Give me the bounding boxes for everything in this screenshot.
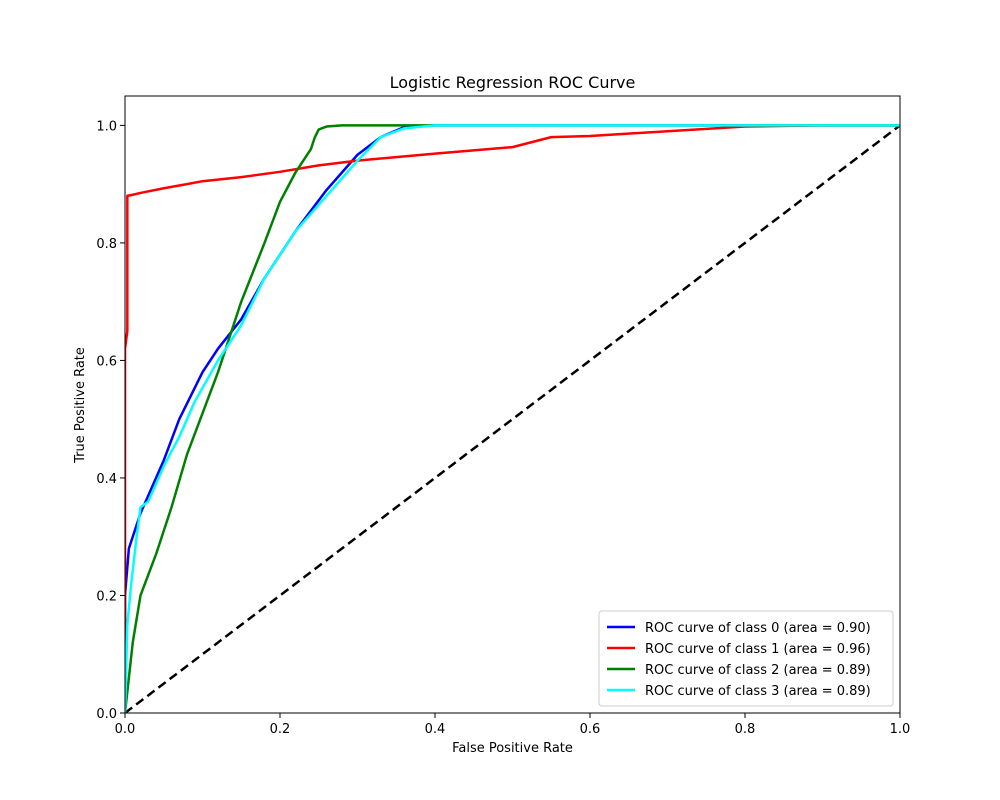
x-tick-label: 0.0: [115, 722, 136, 737]
legend-entry-label: ROC curve of class 2 (area = 0.89): [645, 663, 871, 678]
legend-entry-label: ROC curve of class 3 (area = 0.89): [645, 684, 871, 699]
x-tick-label: 0.6: [580, 722, 601, 737]
x-tick-label: 0.2: [270, 722, 291, 737]
chance-diagonal-line: [125, 124, 900, 713]
x-tick-label: 0.4: [425, 722, 446, 737]
legend-box: [598, 610, 894, 707]
y-tick-label: 1.0: [96, 119, 117, 134]
y-tick-label: 0.0: [96, 707, 117, 722]
roc-curve-class-1: [125, 124, 900, 713]
legend: ROC curve of class 0 (area = 0.90) ROC cu…: [598, 610, 894, 707]
y-tick-label: 0.4: [96, 472, 117, 487]
roc-curve-class-2: [125, 124, 900, 713]
x-axis-label: False Positive Rate: [452, 741, 573, 756]
y-tick-label: 0.8: [96, 237, 117, 252]
y-tick-label: 0.6: [96, 354, 117, 369]
y-axis-label: True Positive Rate: [73, 347, 88, 464]
legend-entry-label: ROC curve of class 0 (area = 0.90): [645, 621, 871, 636]
y-tick-label: 0.2: [96, 589, 117, 604]
plot-frame: [124, 95, 901, 714]
x-tick-label: 1.0: [890, 722, 911, 737]
roc-curve-class-3: [125, 124, 900, 713]
x-tick-label: 0.8: [735, 722, 756, 737]
chart-title: Logistic Regression ROC Curve: [390, 73, 636, 92]
legend-entry-label: ROC curve of class 1 (area = 0.96): [645, 642, 871, 657]
